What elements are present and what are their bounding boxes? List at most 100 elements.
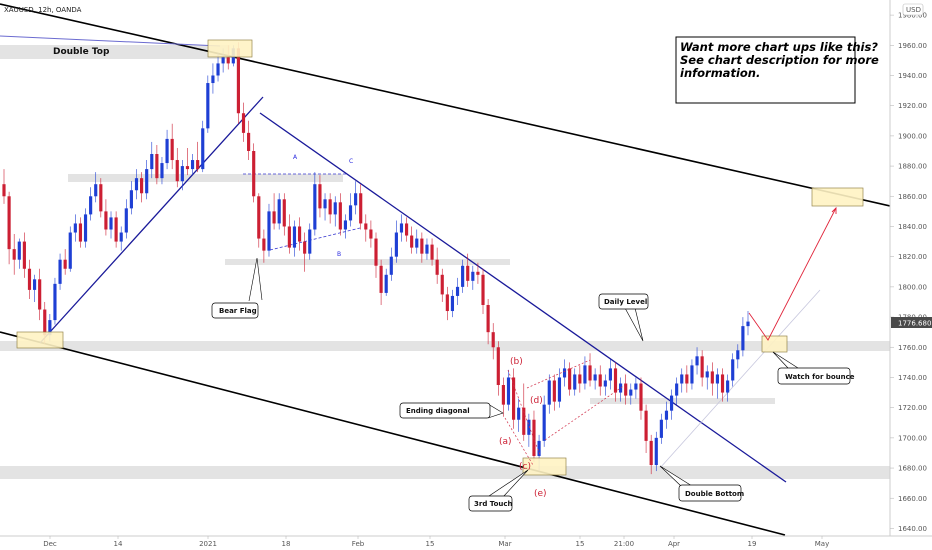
candle-body	[664, 410, 669, 420]
candle-body	[129, 190, 133, 209]
candle-body	[486, 304, 490, 333]
candle-body	[282, 199, 286, 227]
uptrend-line	[39, 96, 264, 344]
candle-body	[501, 385, 505, 405]
candle-body	[399, 223, 404, 233]
y-tick-label: 1760.00	[898, 344, 927, 352]
flag-lower-dashed	[269, 227, 361, 251]
candle-body	[659, 419, 663, 438]
candle-body	[654, 437, 658, 466]
y-tick-label: 1860.00	[898, 193, 927, 201]
x-tick-label: Dec	[43, 540, 57, 548]
candle-body	[450, 295, 455, 312]
candle-body	[53, 283, 57, 321]
third-touch-box-label	[468, 495, 513, 512]
candle-body	[150, 154, 154, 170]
candle-body	[466, 265, 470, 281]
wave-d-label: (d)	[530, 396, 543, 406]
candle-body	[38, 279, 42, 310]
candle-body	[338, 202, 342, 230]
double-top-zone	[0, 45, 230, 59]
candle-body	[715, 374, 720, 384]
candle-body	[348, 205, 353, 221]
daily-level-label: Daily Level	[604, 298, 647, 306]
x-tick-label: Mar	[498, 540, 511, 548]
candle-body	[48, 320, 52, 336]
y-tick-label: 1740.00	[898, 374, 927, 382]
x-tick-label: 15	[426, 540, 435, 548]
candle-body	[613, 368, 618, 393]
candle-body	[542, 404, 546, 441]
candle-body	[318, 184, 322, 209]
double-top-label: Double Top	[53, 47, 110, 57]
candle-body	[461, 265, 465, 287]
promo-line-3: information.	[680, 66, 760, 80]
bear-flag-pointer	[248, 257, 263, 302]
candle-body	[527, 419, 531, 435]
currency-label: USD	[906, 6, 921, 14]
candle-body	[236, 48, 240, 114]
bear-flag-box	[211, 302, 259, 319]
wave-a-label: (a)	[499, 437, 512, 447]
candle-body	[241, 113, 246, 133]
channel-lines	[0, 3, 891, 536]
candle-body	[272, 211, 276, 224]
x-tick-label: Apr	[668, 540, 680, 548]
watch-bounce-pointer	[772, 351, 799, 369]
candle-body	[2, 184, 6, 197]
candle-body	[639, 383, 643, 411]
projection-line	[748, 207, 837, 341]
start-low-box	[16, 331, 64, 349]
double-top-arc	[0, 35, 221, 47]
candle-body	[267, 211, 271, 251]
bottom-zone	[0, 466, 890, 479]
projection-path	[748, 206, 837, 341]
candle-body	[491, 332, 495, 348]
rising-support-line	[659, 289, 821, 469]
bear-flag-label: Bear Flag	[219, 307, 257, 315]
candle-body	[557, 377, 562, 402]
candle-body	[292, 226, 297, 248]
candle-body	[206, 83, 210, 129]
watch-bounce-label: Watch for bounce	[785, 373, 855, 381]
candle-body	[343, 220, 348, 230]
candle-body	[119, 232, 123, 242]
x-tick-label: 18	[282, 540, 291, 548]
candle-body	[257, 196, 261, 239]
candle-body	[532, 419, 536, 456]
daily-level-zone	[0, 341, 890, 351]
candle-body	[140, 178, 144, 194]
candle-body	[629, 389, 633, 396]
candle-body	[190, 160, 195, 170]
candle-body	[201, 128, 205, 170]
diag-4	[504, 417, 534, 466]
promo-callout: Want more chart ups like this? See chart…	[675, 36, 879, 104]
candle-body	[297, 226, 302, 242]
candle-body	[685, 374, 689, 384]
candle-body	[634, 383, 638, 390]
candle-body	[736, 350, 740, 360]
candle-body	[17, 241, 21, 260]
candle-body	[114, 217, 118, 242]
candle-body	[476, 271, 480, 275]
promo-line-1: Want more chart ups like this?	[680, 40, 878, 54]
candle-body	[384, 274, 388, 293]
candle-body	[303, 241, 307, 254]
candle-body	[252, 150, 256, 197]
double-bottom-pointer	[659, 465, 693, 487]
flag-abc-labels: A B C	[293, 154, 353, 258]
callout-labels: Double Top Bear Flag Ending diagonal 3rd…	[53, 47, 855, 512]
candle-body	[333, 202, 337, 215]
y-tick-label: 1840.00	[898, 223, 927, 231]
wave-e-label: (e)	[534, 489, 547, 499]
candle-body	[496, 347, 500, 386]
y-ticks: 1640.00 1660.00 1680.00 1700.00 1720.00 1740.…	[890, 12, 927, 533]
support-zone	[590, 398, 775, 404]
candle-body	[94, 184, 98, 197]
candle-body	[247, 132, 251, 151]
diag-1	[507, 369, 541, 456]
candle-body	[211, 75, 215, 84]
candle-body	[216, 63, 220, 76]
